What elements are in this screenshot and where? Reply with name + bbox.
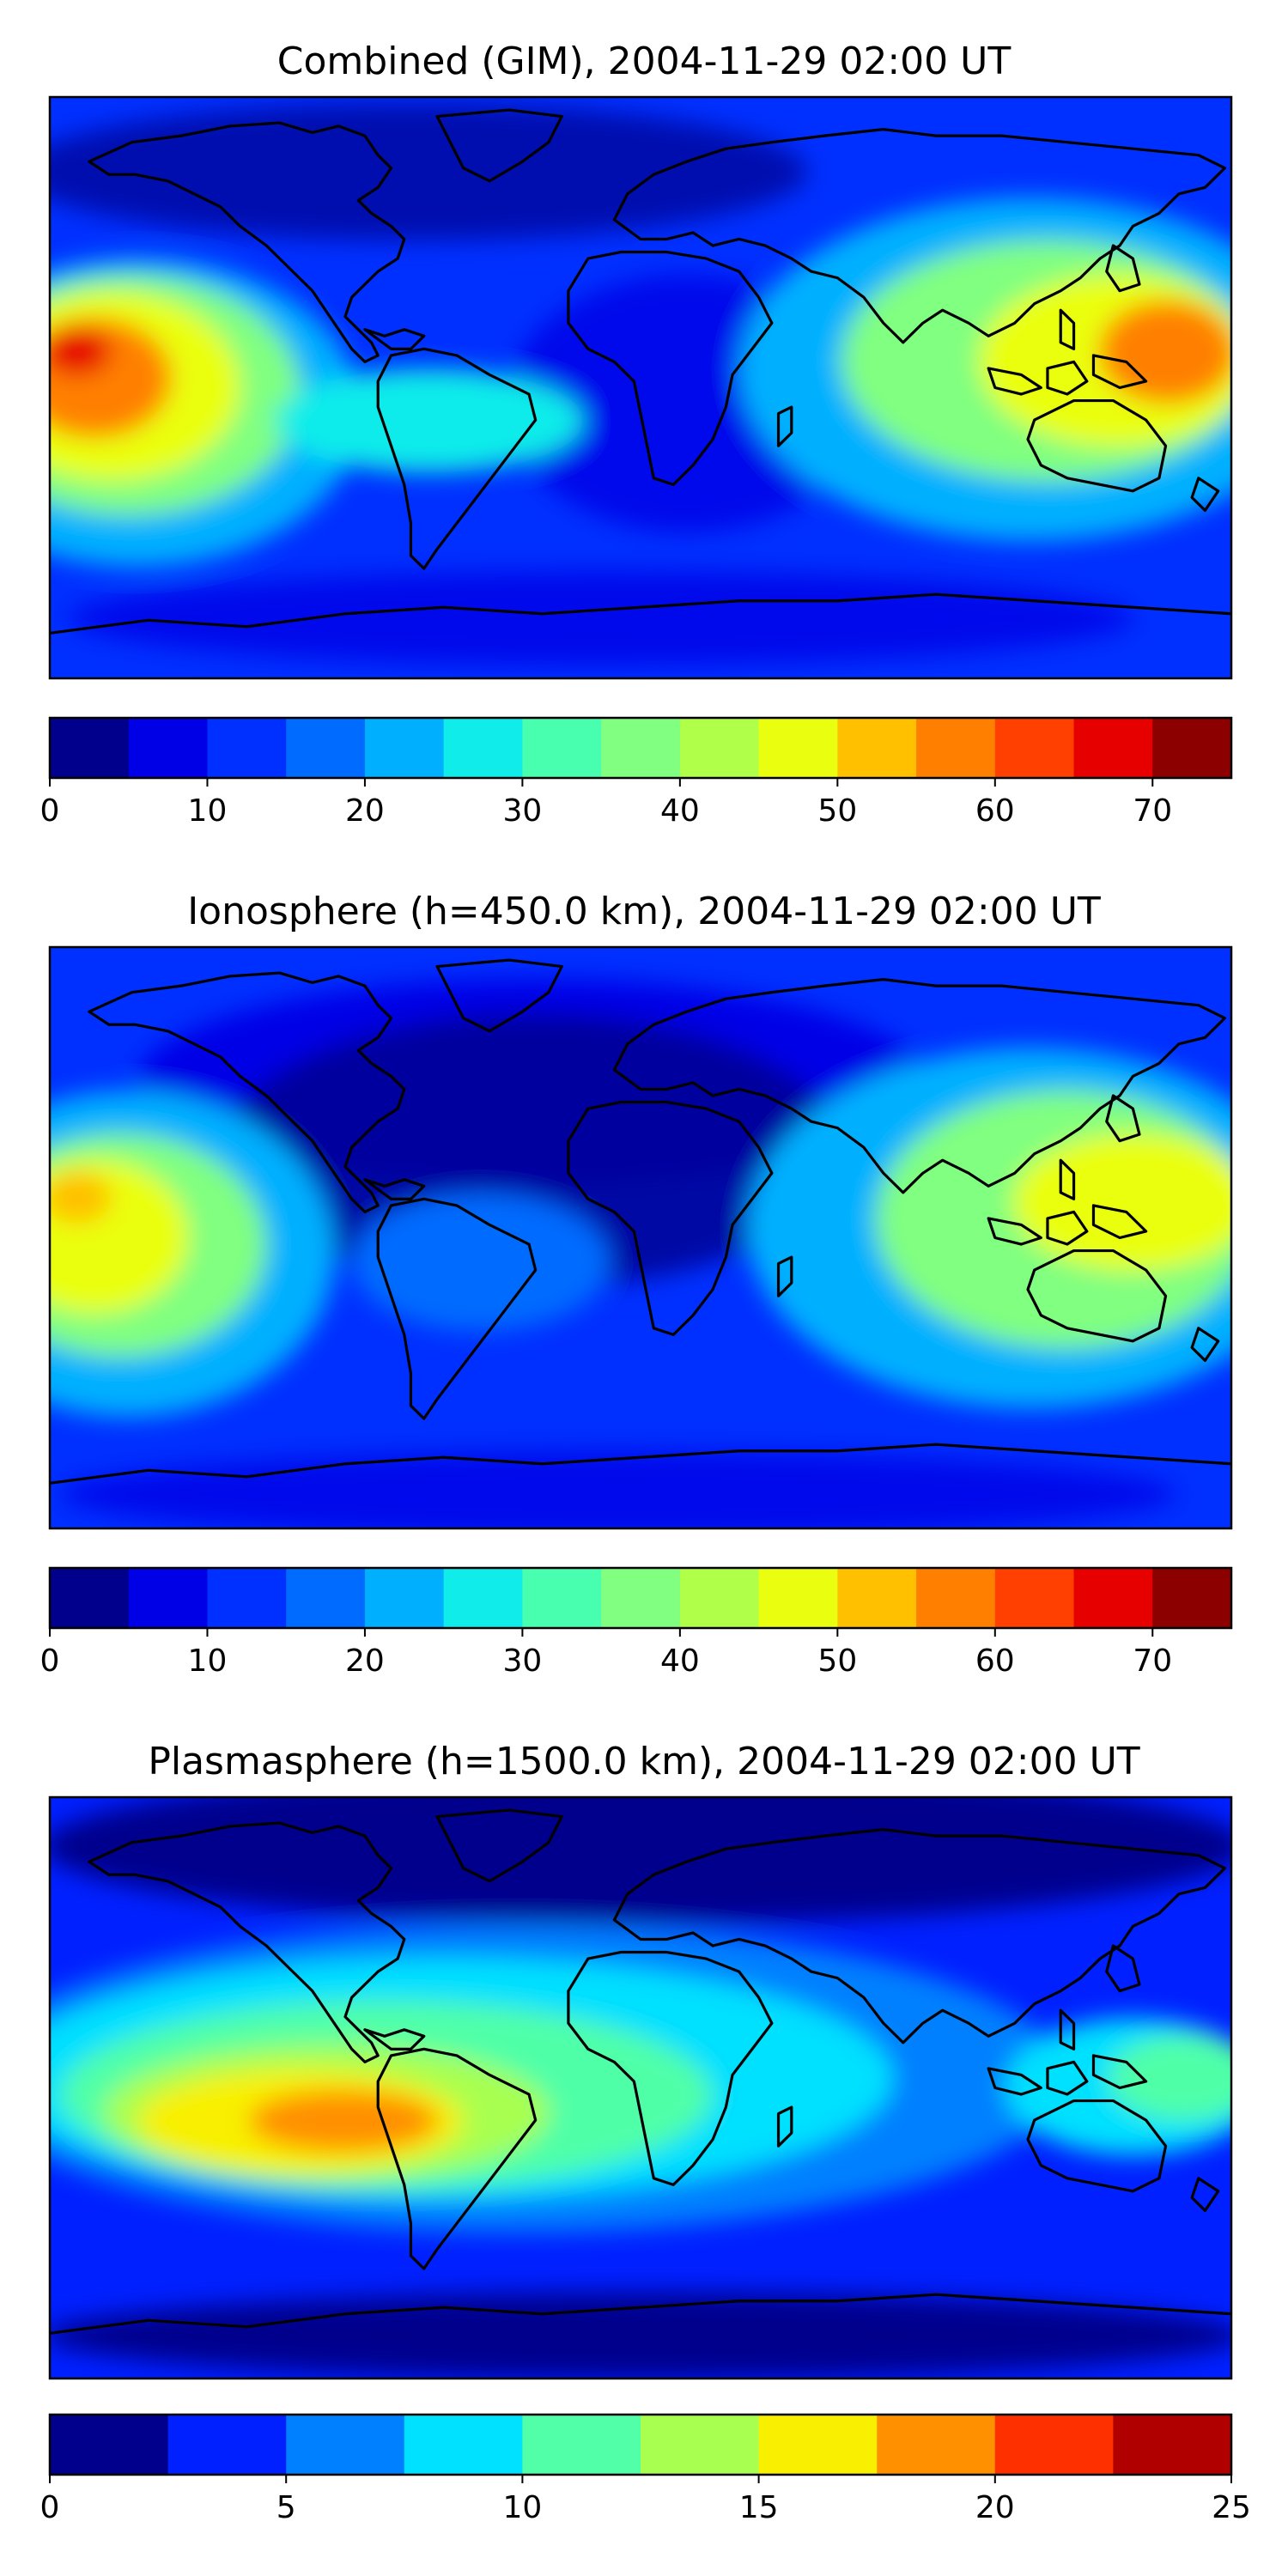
colorbar-tick-label: 20: [345, 793, 385, 829]
colorbar-segment: [679, 718, 760, 778]
colorbar-tick-label: 0: [40, 793, 60, 829]
colorbar-tick-label: 70: [1133, 793, 1172, 829]
colorbar-ionosphere: 0 10 20 30 40 50 60 70: [40, 1566, 1233, 1679]
colorbar-segment: [837, 718, 917, 778]
colorbar-tick-label: 10: [188, 793, 228, 829]
colorbar-tick-label: 15: [739, 2490, 779, 2525]
colorbar-segment: [50, 2415, 169, 2475]
colorbar-segment: [758, 2415, 878, 2475]
colorbar-segment: [1073, 718, 1153, 778]
colorbar-segment: [877, 2415, 996, 2475]
panel-ionosphere: Ionosphere (h=450.0 km), 2004-11-29 02:0…: [40, 890, 1233, 1679]
colorbar-segment: [994, 2415, 1114, 2475]
colorbar-tick-label: 10: [188, 1643, 228, 1679]
colorbar-segment: [50, 1568, 130, 1628]
colorbar-segment: [1073, 1568, 1153, 1628]
colorbar-segment: [522, 1568, 602, 1628]
panel-title-plasmasphere: Plasmasphere (h=1500.0 km), 2004-11-29 0…: [148, 1740, 1139, 1783]
panel-title-ionosphere: Ionosphere (h=450.0 km), 2004-11-29 02:0…: [187, 890, 1101, 933]
colorbar-segment: [128, 1568, 209, 1628]
colorbar-tick-label: 50: [817, 1643, 857, 1679]
colorbar-segment: [601, 718, 681, 778]
colorbar-segment: [286, 718, 366, 778]
colorbar-tick-label: 60: [975, 1643, 1015, 1679]
colorbar-segment: [758, 1568, 838, 1628]
colorbar-segment: [50, 718, 130, 778]
colorbar-segment: [286, 1568, 366, 1628]
colorbar-segment: [522, 2415, 641, 2475]
colorbar-segment: [364, 1568, 445, 1628]
colorbar-segment: [207, 1568, 287, 1628]
colorbar-segment: [679, 1568, 760, 1628]
colorbar-segment: [443, 718, 523, 778]
colorbar-frame: [48, 1566, 1233, 1630]
colorbar-tick-label: 10: [502, 2490, 542, 2525]
panel-plasmasphere: Plasmasphere (h=1500.0 km), 2004-11-29 0…: [40, 1740, 1251, 2525]
colorbar-tick-label: 25: [1212, 2490, 1251, 2525]
colorbar-segment: [1152, 1568, 1232, 1628]
colorbar-tick-label: 40: [660, 793, 700, 829]
map-plasmasphere: [48, 1795, 1233, 2380]
colorbar-segment: [128, 718, 209, 778]
colorbar-combined: 0 10 20 30 40 50 60 70: [40, 716, 1233, 829]
colorbar-segment: [404, 2415, 523, 2475]
colorbar-tick-label: 70: [1133, 1643, 1172, 1679]
colorbar-segment: [916, 1568, 996, 1628]
colorbar-segment: [167, 2415, 287, 2475]
colorbar-frame: [48, 2413, 1233, 2476]
colorbar-frame: [48, 716, 1233, 780]
colorbar-segment: [641, 2415, 760, 2475]
panel-combined: Combined (GIM), 2004-11-29 02:00 UT: [40, 39, 1233, 829]
colorbar-tick-label: 5: [276, 2490, 296, 2525]
colorbar-segment: [364, 718, 445, 778]
colorbar-segment: [758, 718, 838, 778]
colorbar-tick-label: 0: [40, 2490, 60, 2525]
colorbar-segment: [207, 718, 287, 778]
colorbar-tick-label: 20: [345, 1643, 385, 1679]
colorbar-segment: [601, 1568, 681, 1628]
colorbar-tick-label: 20: [975, 2490, 1015, 2525]
colorbar-segment: [443, 1568, 523, 1628]
colorbar-segment: [1113, 2415, 1232, 2475]
colorbar-tick-label: 30: [502, 793, 542, 829]
colorbar-segment: [1152, 718, 1232, 778]
colorbar-tick-label: 60: [975, 793, 1015, 829]
colorbar-tick-label: 40: [660, 1643, 700, 1679]
colorbar-segment: [994, 1568, 1075, 1628]
colorbar-segment: [994, 718, 1075, 778]
colorbar-tick-label: 0: [40, 1643, 60, 1679]
panel-title-combined: Combined (GIM), 2004-11-29 02:00 UT: [277, 39, 1012, 83]
colorbar-segment: [916, 718, 996, 778]
map-ionosphere: [48, 945, 1233, 1530]
colorbar-segment: [522, 718, 602, 778]
colorbar-plasmasphere: 0 5 10 15 20 25: [40, 2413, 1251, 2525]
colorbar-segment: [286, 2415, 405, 2475]
map-combined: [48, 95, 1233, 680]
colorbar-tick-label: 50: [817, 793, 857, 829]
colorbar-segment: [837, 1568, 917, 1628]
colorbar-tick-label: 30: [502, 1643, 542, 1679]
